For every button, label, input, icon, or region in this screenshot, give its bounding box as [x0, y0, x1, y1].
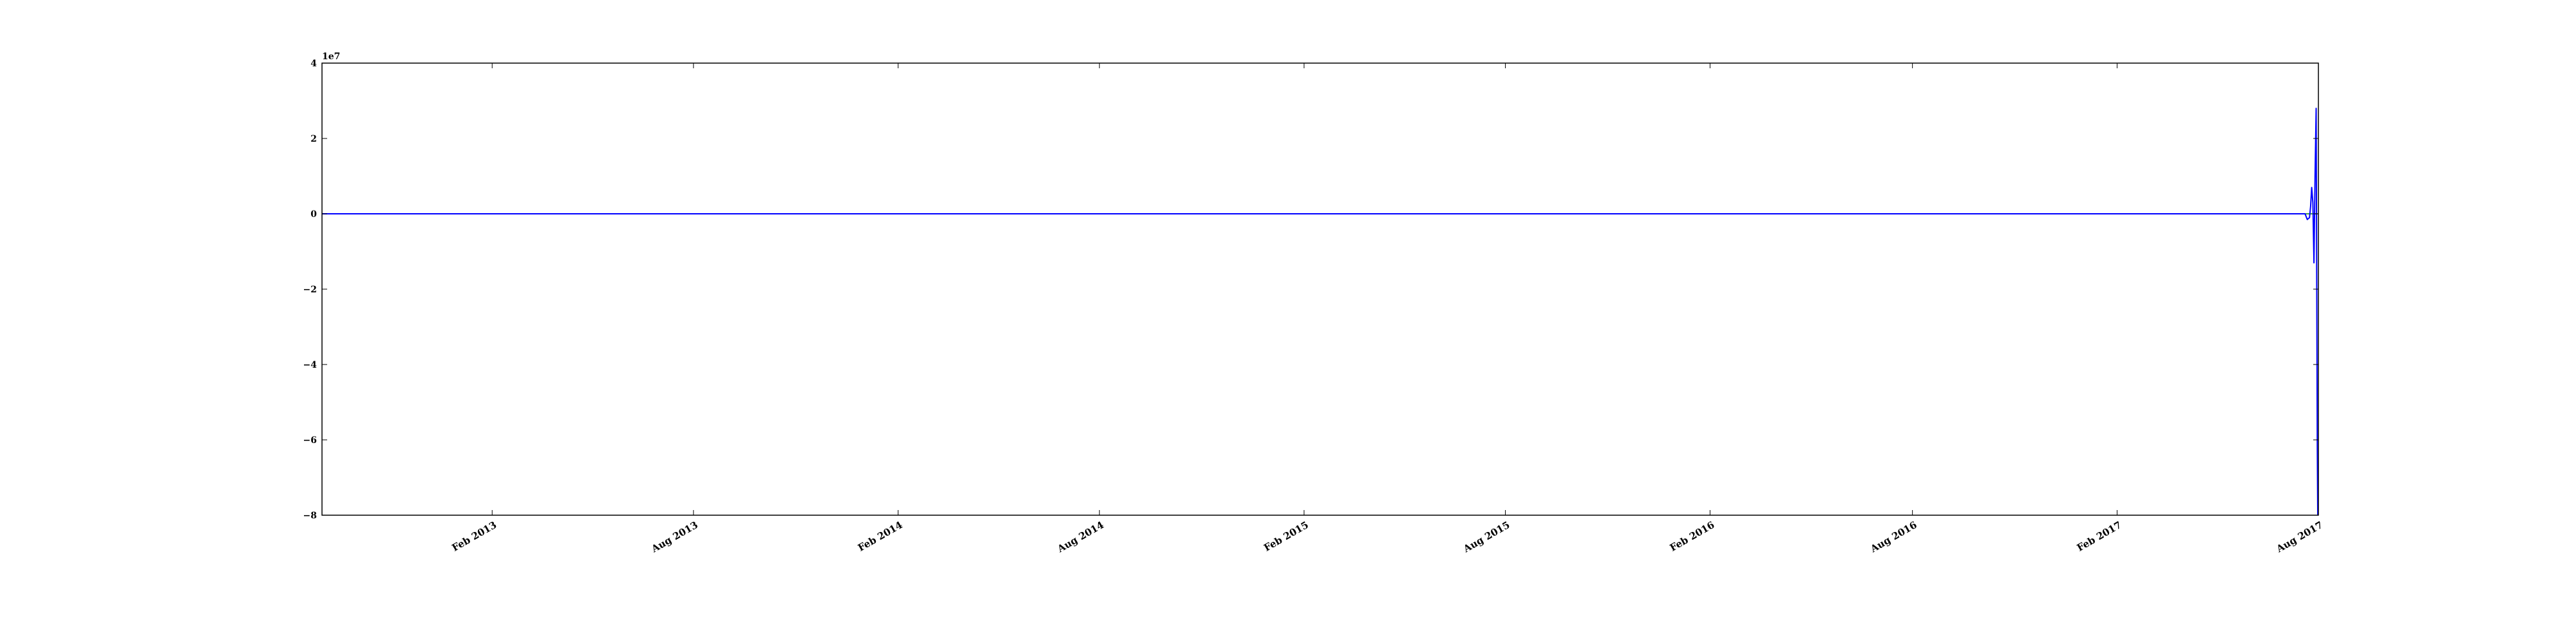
y-tick-label: 2	[310, 134, 317, 144]
y-tick-label: −2	[303, 285, 317, 295]
y-tick-label: 4	[310, 59, 317, 69]
plot-frame	[321, 62, 2319, 516]
y-tick-label: −8	[303, 511, 317, 521]
series-layer	[322, 108, 2318, 516]
series-line-2	[322, 108, 2318, 516]
y-tick-label: −6	[303, 435, 317, 446]
y-tick-label: 0	[310, 209, 317, 220]
y-axis-offset-label: 1e7	[322, 52, 340, 62]
y-tick-label: −4	[303, 360, 317, 370]
